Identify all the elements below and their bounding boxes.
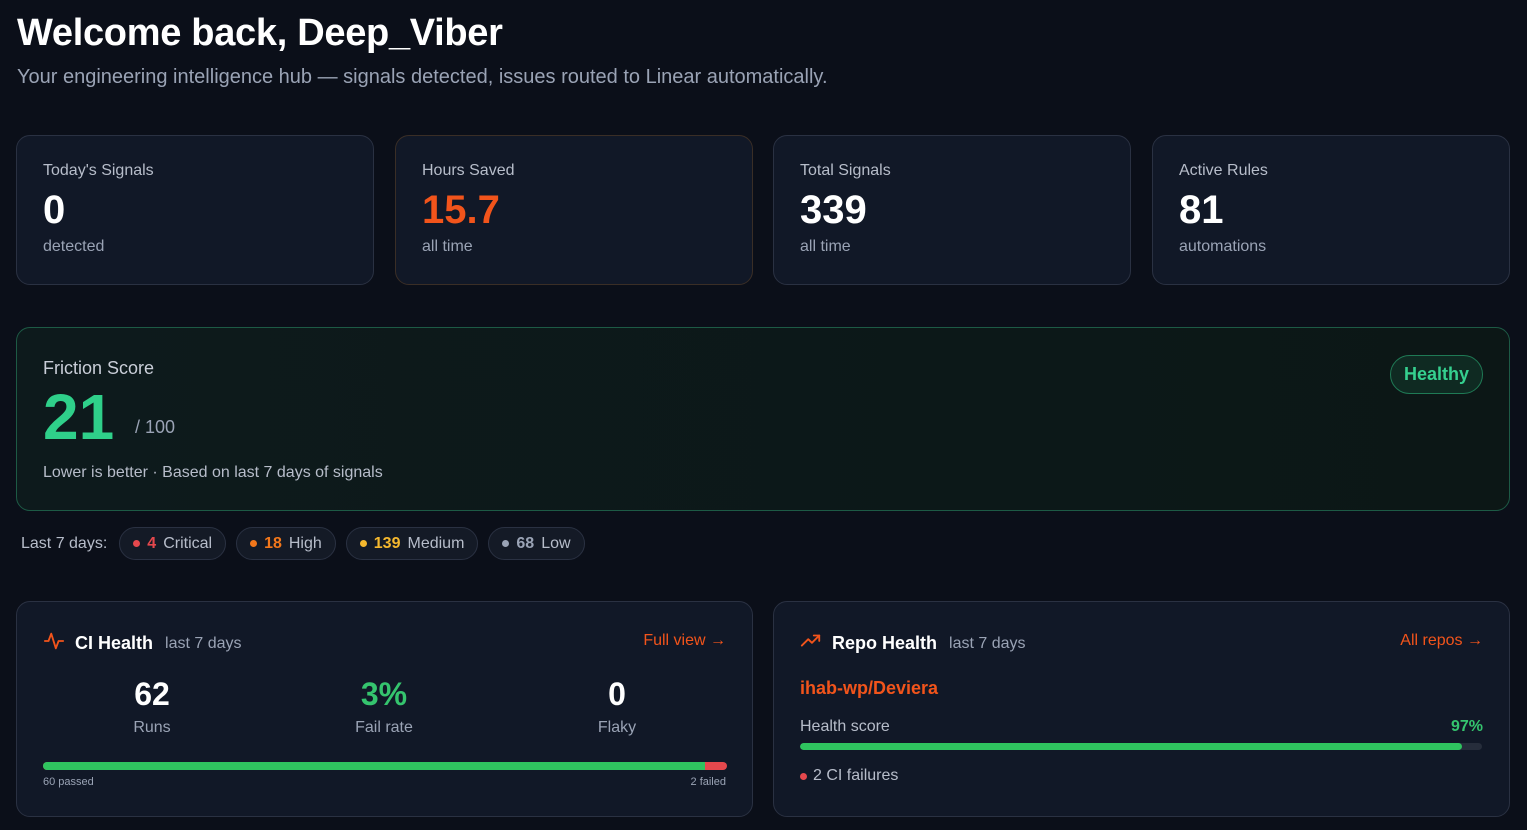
trending-up-icon (800, 630, 822, 657)
stat-label: Hours Saved (422, 162, 515, 179)
stat-value: 15.7 (422, 188, 500, 232)
ci-health-header: CI Health last 7 days (43, 630, 242, 657)
dot-icon (502, 540, 510, 547)
severity-count: 68 (516, 534, 535, 552)
severity-pill-low[interactable]: 68 Low (488, 527, 585, 560)
severity-count: 18 (264, 534, 282, 552)
page-subtitle: Your engineering intelligence hub — sign… (17, 66, 828, 88)
severity-name: Critical (163, 534, 213, 552)
friction-score-max: / 100 (135, 417, 176, 437)
ci-failures: 2 CI failures (800, 767, 898, 785)
severity-name: Low (541, 534, 571, 552)
ci-fail-rate-label: Fail rate (355, 719, 413, 736)
full-view-link[interactable]: Full view → (643, 632, 726, 649)
dot-icon (250, 540, 258, 547)
status-badge: Healthy (1389, 355, 1483, 394)
stat-sub: automations (1179, 238, 1267, 255)
ci-pass-fill (43, 762, 706, 770)
friction-score-card: Friction Score 21 / 100 Lower is better … (16, 327, 1510, 511)
stat-card-active-rules: Active Rules 81 automations (1152, 135, 1510, 285)
stat-label: Total Signals (800, 162, 891, 179)
ci-flaky-value: 0 (608, 676, 626, 712)
severity-count: 139 (373, 534, 401, 552)
repo-name-link[interactable]: ihab-wp/Deviera (800, 678, 939, 698)
ci-health-panel: CI Health last 7 days Full view → 62 Run… (16, 601, 753, 817)
severity-label: Last 7 days: (21, 534, 108, 552)
severity-pill-high[interactable]: 18 High (236, 527, 336, 560)
stat-value: 0 (43, 188, 66, 232)
ci-runs-value: 62 (134, 676, 170, 712)
stat-sub: detected (43, 238, 105, 255)
panel-subtitle: last 7 days (165, 634, 242, 652)
stat-sub: all time (800, 238, 851, 255)
stat-sub: all time (422, 238, 473, 255)
friction-label: Friction Score (43, 358, 155, 378)
ci-pass-fail-bar (43, 762, 727, 770)
severity-name: Medium (407, 534, 465, 552)
stat-label: Active Rules (1179, 162, 1268, 179)
stat-value: 81 (1179, 188, 1224, 232)
ci-failures-text: 2 CI failures (813, 767, 899, 784)
panel-title: Repo Health (832, 633, 938, 653)
repo-health-panel: Repo Health last 7 days All repos → ihab… (773, 601, 1510, 817)
stat-label: Today's Signals (43, 162, 154, 179)
health-score-label: Health score (800, 718, 890, 735)
stat-card-total-signals: Total Signals 339 all time (773, 135, 1131, 285)
ci-runs: 62 Runs (52, 676, 252, 737)
ci-runs-label: Runs (133, 719, 171, 736)
dot-icon (800, 772, 807, 780)
repo-health-header: Repo Health last 7 days (800, 630, 1026, 657)
ci-flaky-label: Flaky (597, 719, 637, 736)
health-score-value: 97% (1450, 718, 1483, 735)
friction-note: Lower is better · Based on last 7 days o… (43, 464, 383, 481)
severity-name: High (288, 534, 322, 552)
panel-title: CI Health (75, 633, 154, 653)
stat-value: 339 (800, 188, 867, 232)
dot-icon (359, 540, 367, 547)
dot-icon (133, 540, 141, 547)
all-repos-link[interactable]: All repos → (1400, 632, 1483, 649)
stat-card-todays-signals: Today's Signals 0 detected (16, 135, 374, 285)
activity-icon (43, 630, 65, 657)
ci-fail-rate: 3% Fail rate (284, 676, 484, 737)
stat-card-hours-saved: Hours Saved 15.7 all time (395, 135, 753, 285)
health-score-fill (800, 743, 1462, 750)
severity-pill-critical[interactable]: 4 Critical (119, 527, 227, 560)
severity-count: 4 (147, 534, 157, 552)
health-score-bar (800, 743, 1482, 750)
friction-score-value: 21 (43, 381, 115, 453)
ci-passed-label: 60 passed (43, 776, 94, 788)
severity-pill-medium[interactable]: 139 Medium (345, 527, 479, 560)
ci-failed-label: 2 failed (690, 776, 726, 788)
page-title: Welcome back, Deep_Viber (17, 12, 503, 54)
severity-filter-row: Last 7 days: 4 Critical 18 High 139 Medi… (21, 527, 585, 560)
ci-flaky: 0 Flaky (517, 676, 717, 737)
panel-subtitle: last 7 days (949, 634, 1026, 652)
ci-fail-rate-value: 3% (360, 676, 408, 712)
